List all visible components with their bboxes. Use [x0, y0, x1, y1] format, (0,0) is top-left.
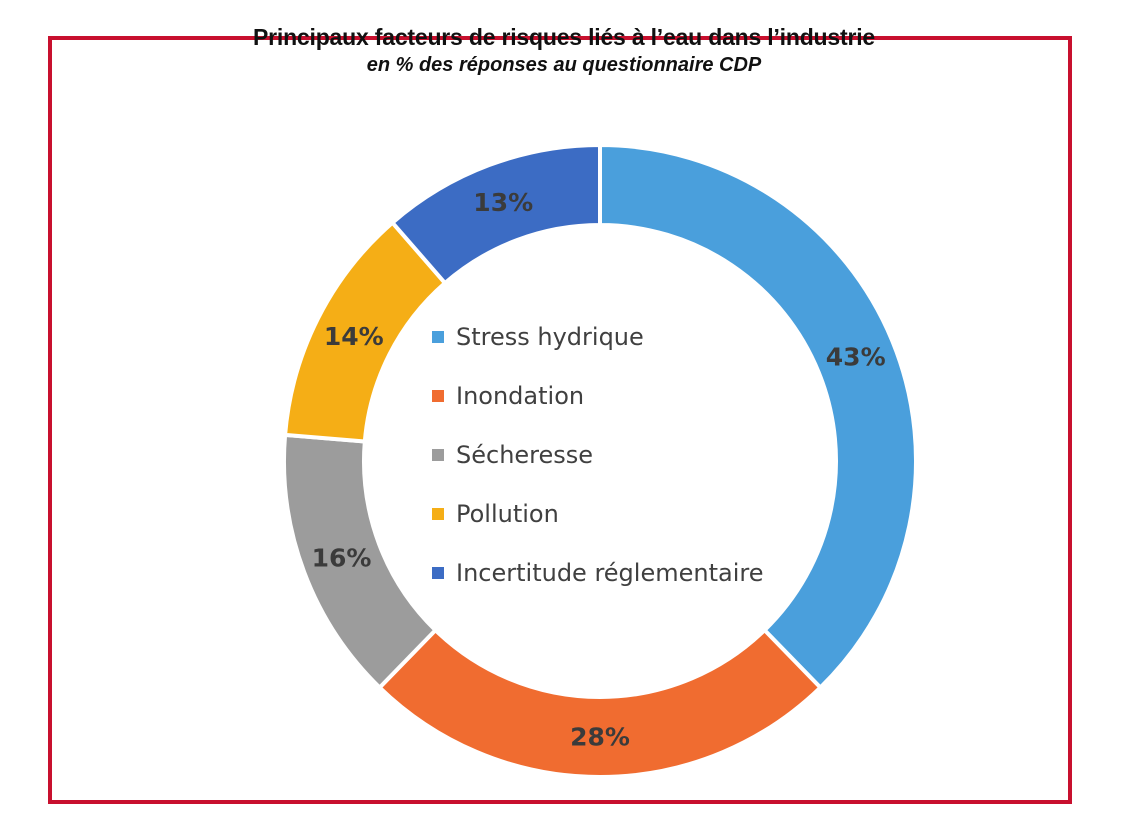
slice-stress-hydrique	[598, 142, 918, 691]
slice-label-incertitude-reglementaire: 13%	[473, 188, 533, 217]
slice-label-stress-hydrique: 43%	[826, 343, 886, 372]
slice-inondation	[376, 627, 824, 779]
legend-swatch	[432, 389, 444, 402]
legend-swatch	[432, 330, 444, 343]
legend-label: Inondation	[456, 381, 585, 410]
chart-subtitle: en % des réponses au questionnaire CDP	[366, 54, 762, 76]
legend-item-incertitude-reglementaire: Incertitude réglementaire	[432, 543, 763, 602]
legend-swatch	[432, 507, 444, 520]
legend-item-stress-hydrique: Stress hydrique	[432, 307, 763, 366]
slice-label-inondation: 28%	[570, 723, 630, 752]
slice-label-secheresse: 16%	[312, 543, 372, 572]
legend-item-inondation: Inondation	[432, 366, 763, 425]
chart-title: Principaux facteurs de risques liés à l’…	[252, 24, 875, 50]
legend-label: Incertitude réglementaire	[456, 558, 764, 587]
legend-swatch	[432, 566, 444, 579]
legend-item-pollution: Pollution	[432, 484, 763, 543]
slice-label-pollution: 14%	[324, 322, 384, 351]
legend-label: Sécheresse	[456, 440, 594, 469]
legend-swatch	[432, 448, 444, 461]
legend-label: Pollution	[456, 499, 559, 528]
legend-label: Stress hydrique	[456, 322, 644, 351]
slice-incertitude-reglementaire	[389, 142, 602, 286]
legend-item-secheresse: Sécheresse	[432, 425, 763, 484]
chart-legend: Stress hydrique Inondation Sécheresse Pollu…	[432, 307, 763, 602]
